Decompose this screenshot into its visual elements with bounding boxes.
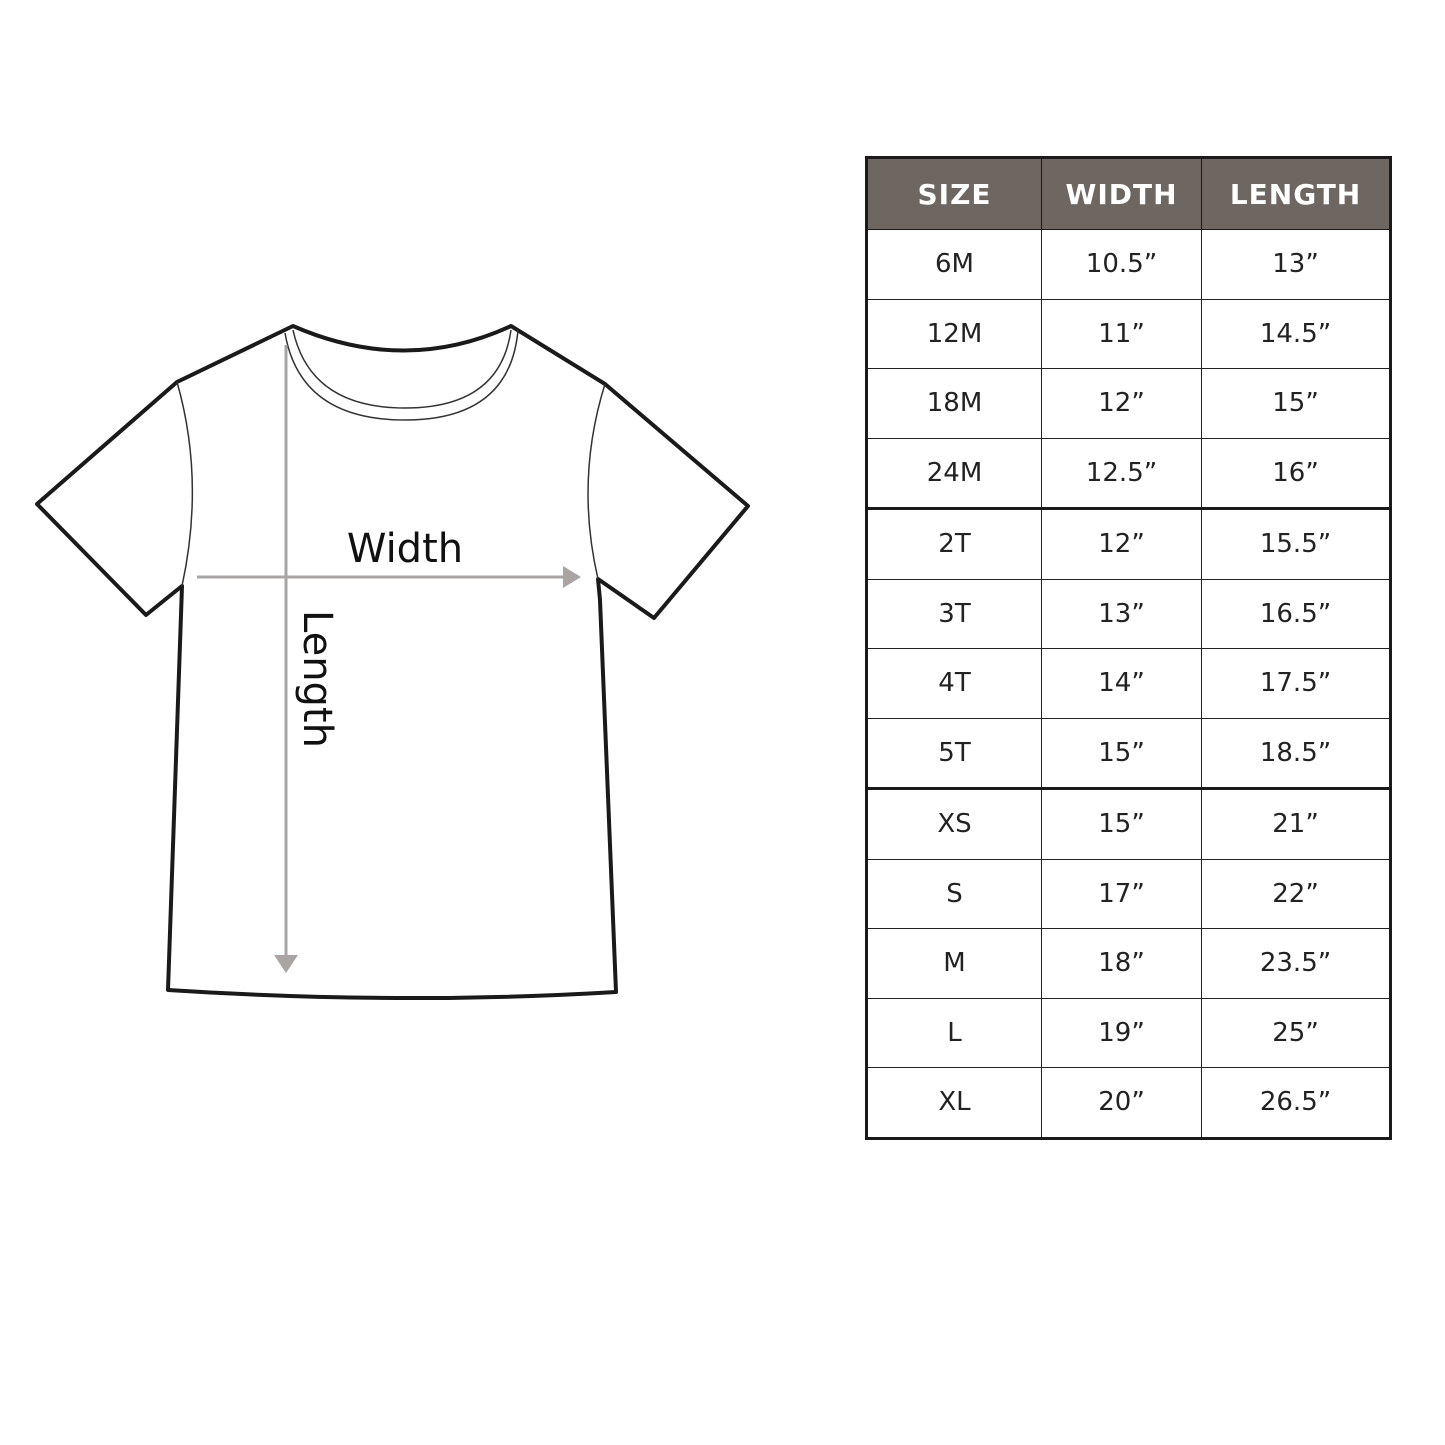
cell-size: 24M (866, 437, 1042, 510)
length-label: Length (294, 610, 340, 748)
table-row: 2T 12” 15.5” (866, 508, 1391, 580)
table-row: M 18” 23.5” (866, 928, 1391, 999)
table-row: S 17” 22” (866, 858, 1391, 929)
cell-length: 15” (1201, 368, 1391, 439)
cell-width: 20” (1040, 1067, 1203, 1139)
cell-width: 13” (1040, 578, 1203, 649)
length-arrowhead (274, 955, 298, 973)
table-row: 4T 14” 17.5” (866, 648, 1391, 719)
table-row: XS 15” 21” (866, 788, 1391, 860)
cell-size: 4T (866, 648, 1042, 719)
table-row: 3T 13” 16.5” (866, 578, 1391, 649)
cell-length: 26.5” (1201, 1067, 1391, 1139)
table-row: 18M 12” 15” (866, 368, 1391, 439)
cell-width: 15” (1040, 717, 1203, 790)
cell-size: 6M (866, 229, 1042, 300)
cell-width: 17” (1040, 858, 1203, 929)
cell-width: 12.5” (1040, 437, 1203, 510)
cell-length: 25” (1201, 997, 1391, 1068)
cell-width: 11” (1040, 298, 1203, 369)
cell-length: 16” (1201, 437, 1391, 510)
cell-size: XS (866, 788, 1042, 860)
cell-length: 23.5” (1201, 928, 1391, 999)
cell-length: 18.5” (1201, 717, 1391, 790)
cell-width: 12” (1040, 508, 1203, 580)
cell-length: 21” (1201, 788, 1391, 860)
cell-width: 19” (1040, 997, 1203, 1068)
cell-width: 10.5” (1040, 229, 1203, 300)
tshirt-diagram: Width Length (35, 324, 750, 1001)
cell-size: L (866, 997, 1042, 1068)
cell-length: 14.5” (1201, 298, 1391, 369)
width-label: Width (347, 526, 463, 572)
cell-size: XL (866, 1067, 1042, 1139)
header-size: SIZE (866, 157, 1042, 230)
cell-length: 22” (1201, 858, 1391, 929)
left-sleeve-seam (176, 381, 194, 587)
table-header-row: SIZE WIDTH LENGTH (866, 157, 1391, 230)
table-row: XL 20” 26.5” (866, 1067, 1391, 1139)
table-row: 5T 15” 18.5” (866, 717, 1391, 790)
cell-length: 13” (1201, 229, 1391, 300)
right-sleeve-seam (587, 383, 606, 580)
cell-length: 15.5” (1201, 508, 1391, 580)
cell-size: 5T (866, 717, 1042, 790)
width-arrowhead (563, 566, 581, 588)
cell-length: 17.5” (1201, 648, 1391, 719)
collar-seam (284, 329, 519, 421)
tshirt-outline (35, 324, 750, 1001)
cell-size: 3T (866, 578, 1042, 649)
cell-size: M (866, 928, 1042, 999)
cell-width: 14” (1040, 648, 1203, 719)
header-length: LENGTH (1201, 157, 1391, 230)
cell-width: 12” (1040, 368, 1203, 439)
table-row: 6M 10.5” 13” (866, 229, 1391, 300)
collar-inner (292, 329, 512, 409)
cell-width: 15” (1040, 788, 1203, 860)
table-row: L 19” 25” (866, 997, 1391, 1068)
cell-width: 18” (1040, 928, 1203, 999)
cell-length: 16.5” (1201, 578, 1391, 649)
table-row: 24M 12.5” 16” (866, 437, 1391, 510)
cell-size: 2T (866, 508, 1042, 580)
cell-size: 12M (866, 298, 1042, 369)
cell-size: 18M (866, 368, 1042, 439)
header-width: WIDTH (1040, 157, 1203, 230)
cell-size: S (866, 858, 1042, 929)
table-row: 12M 11” 14.5” (866, 298, 1391, 369)
size-chart-table: SIZE WIDTH LENGTH 6M 10.5” 13” 12M 11” 14.5” 1… (865, 156, 1392, 1140)
